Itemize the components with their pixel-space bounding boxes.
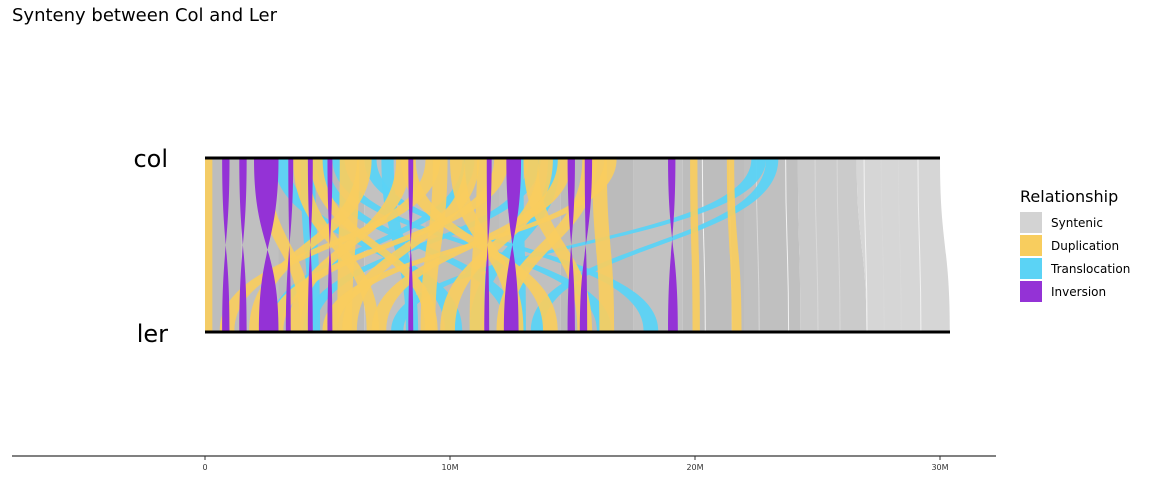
syntenic-ribbon-11	[856, 159, 950, 331]
syntenic-line-9	[917, 158, 922, 332]
ribbon-layer	[205, 158, 950, 332]
translocation-ribbon-11	[530, 159, 779, 331]
inversion-ribbon-6	[408, 159, 414, 331]
x-tick-label-1: 10M	[441, 463, 458, 472]
legend-title: Relationship	[1020, 187, 1118, 206]
x-tick-label-2: 20M	[686, 463, 703, 472]
genome-label-col: col	[133, 145, 168, 173]
syntenic-line-4	[814, 158, 819, 332]
syntenic-line-7	[880, 158, 885, 332]
inversion-ribbon-10	[579, 159, 593, 331]
x-tick-label-3: 30M	[931, 463, 948, 472]
inversion-ribbon-0	[222, 159, 230, 331]
duplication-ribbon-17	[496, 159, 597, 331]
translocation-ribbon-10	[391, 159, 767, 331]
duplication-ribbon-18	[592, 159, 615, 331]
syntenic-line-0	[701, 158, 706, 332]
legend-label-duplication: Duplication	[1051, 239, 1119, 253]
inversion-ribbon-11	[668, 159, 678, 331]
duplication-ribbon-0	[205, 159, 213, 331]
x-tick-label-0: 0	[202, 463, 207, 472]
legend-label-syntenic: Syntenic	[1051, 216, 1103, 230]
syntenic-ribbon-0	[205, 159, 242, 331]
chart-title: Synteny between Col and Ler	[12, 5, 278, 26]
legend-swatch-syntenic	[1020, 212, 1042, 233]
inversion-ribbon-1	[239, 159, 247, 331]
legend-swatch-inversion	[1020, 281, 1042, 302]
inversion-ribbon-9	[567, 159, 575, 331]
inversion-ribbon-2	[254, 159, 279, 331]
translocation-ribbon-9	[469, 159, 561, 331]
x-axis-ticks: 0 10M 20M 30M	[202, 456, 949, 472]
legend-label-inversion: Inversion	[1051, 285, 1106, 299]
duplication-ribbon-20	[690, 159, 700, 331]
duplication-ribbon-13	[268, 159, 509, 331]
duplication-ribbon-3	[310, 159, 438, 331]
duplication-ribbon-15	[440, 159, 553, 331]
inversion-ribbon-4	[307, 159, 313, 331]
syntenic-line-5	[836, 158, 841, 332]
duplication-ribbon-9	[420, 159, 448, 331]
syntenic-line-6	[863, 158, 868, 332]
translocation-ribbon-8	[303, 159, 541, 331]
legend-swatch-translocation	[1020, 258, 1042, 279]
syntenic-line-8	[897, 158, 902, 332]
legend: Relationship Syntenic Duplication Transl…	[1020, 187, 1130, 302]
inversion-ribbon-8	[503, 159, 522, 331]
inversion-ribbon-3	[285, 159, 294, 331]
duplication-ribbon-6	[288, 159, 411, 331]
syntenic-ribbon-10	[797, 159, 867, 331]
inversion-ribbon-7	[484, 159, 492, 331]
legend-label-translocation: Translocation	[1050, 262, 1130, 276]
duplication-ribbon-21	[726, 159, 742, 331]
genome-label-ler: ler	[137, 320, 168, 348]
syntenic-line-2	[755, 158, 760, 332]
inversion-ribbon-5	[327, 159, 333, 331]
duplication-ribbon-19	[322, 159, 617, 331]
syntenic-line-3	[785, 158, 790, 332]
legend-swatch-duplication	[1020, 235, 1042, 256]
